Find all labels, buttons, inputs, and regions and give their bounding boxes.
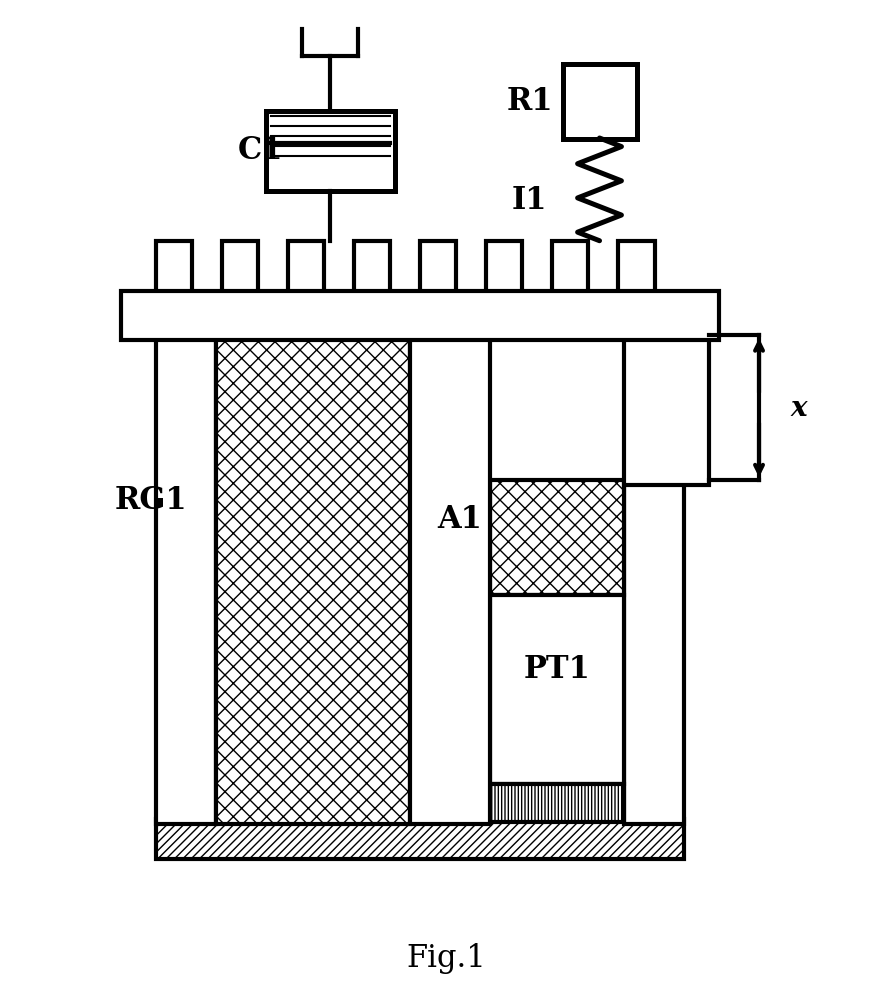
Bar	[618, 241, 655, 293]
Bar	[265, 111, 396, 191]
Bar	[486, 241, 522, 293]
Bar	[410, 335, 490, 824]
Bar	[121, 291, 719, 340]
Bar	[624, 335, 709, 485]
Bar	[552, 241, 588, 293]
Bar	[490, 784, 624, 822]
Bar	[624, 480, 684, 824]
Bar	[490, 480, 624, 595]
Text: C1: C1	[238, 136, 283, 166]
Text: I1: I1	[512, 185, 547, 217]
Bar	[420, 241, 456, 293]
Bar	[156, 241, 192, 293]
Bar	[354, 241, 390, 293]
Text: PT1: PT1	[523, 654, 590, 685]
Bar	[156, 335, 216, 824]
Bar	[490, 480, 624, 595]
Bar	[222, 241, 258, 293]
Text: x: x	[790, 395, 807, 422]
Bar	[563, 64, 638, 139]
Bar	[156, 819, 684, 859]
Text: A1: A1	[438, 505, 482, 536]
Text: Fig.1: Fig.1	[406, 944, 486, 974]
Text: RG1: RG1	[114, 484, 188, 516]
Bar	[288, 241, 324, 293]
Text: R1: R1	[506, 86, 553, 117]
Bar	[216, 335, 410, 824]
Bar	[490, 595, 624, 784]
Bar	[216, 335, 410, 824]
